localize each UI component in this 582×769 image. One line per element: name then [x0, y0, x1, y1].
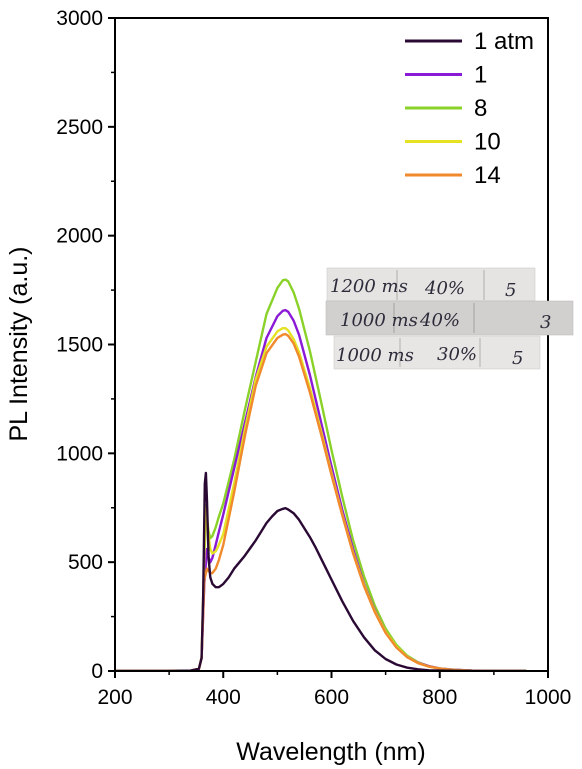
note-1-percent: 40%: [424, 278, 465, 299]
x-tick-label: 1000: [525, 686, 572, 709]
legend-label: 1 atm: [474, 28, 534, 55]
note-strip-1: 1200 ms 40% 5: [326, 267, 536, 302]
x-tick-label: 600: [314, 686, 349, 709]
note-strip-2: 1000 ms 40% 3: [325, 300, 574, 336]
x-axis: 200 400 600 800 1000: [97, 671, 571, 709]
x-tick-label: 400: [206, 686, 241, 709]
y-axis-title: PL Intensity (a.u.): [5, 247, 33, 442]
legend: 1 atm 1 8 10 14: [405, 28, 534, 189]
handwritten-note: 1200 ms 40% 5 1000 ms 40% 3 1000 ms 30% …: [325, 267, 574, 370]
legend-label: 10: [474, 129, 501, 156]
y-tick-label: 0: [91, 660, 103, 683]
note-3-value: 5: [512, 348, 523, 369]
x-axis-title: Wavelength (nm): [236, 738, 425, 766]
note-2-percent: 40%: [419, 310, 460, 331]
y-tick-label: 2500: [56, 116, 103, 139]
x-tick-label: 800: [422, 686, 457, 709]
y-tick-label: 1500: [56, 334, 103, 357]
y-tick-label: 500: [68, 551, 103, 574]
legend-label: 8: [474, 95, 487, 122]
note-3-time: 1000 ms: [336, 345, 414, 366]
legend-label: 14: [474, 162, 501, 189]
note-3-percent: 30%: [437, 344, 477, 365]
note-strip-3: 1000 ms 30% 5: [333, 335, 541, 370]
y-tick-label: 1000: [56, 442, 103, 465]
x-tick-label: 200: [97, 686, 132, 709]
y-tick-label: 2000: [56, 225, 103, 248]
y-tick-label: 3000: [56, 7, 103, 30]
series-line-14: [115, 332, 527, 671]
series-line-10: [115, 327, 527, 671]
note-1-value: 5: [505, 280, 516, 301]
note-2-value: 3: [540, 312, 551, 333]
series-layer: [115, 278, 527, 671]
note-2-time: 1000 ms: [340, 310, 418, 331]
series-line-1-atm: [115, 471, 527, 671]
legend-label: 1: [474, 62, 487, 89]
note-1-time: 1200 ms: [330, 276, 408, 297]
y-axis: 0 500 1000 1500 2000 2500 3000: [56, 7, 115, 683]
